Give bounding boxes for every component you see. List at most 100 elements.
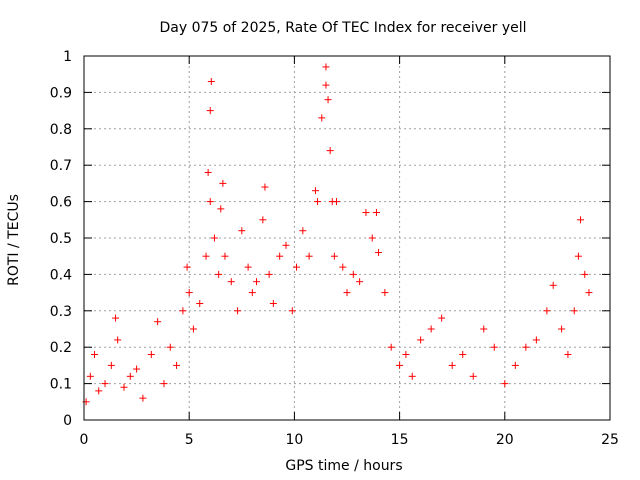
data-point xyxy=(207,77,215,85)
data-point xyxy=(101,380,109,388)
data-point xyxy=(185,289,193,297)
x-tick-label: 0 xyxy=(80,432,89,448)
data-point xyxy=(438,314,446,322)
data-point xyxy=(91,350,99,358)
data-point xyxy=(261,183,269,191)
data-point xyxy=(322,81,330,89)
y-tick-label: 1 xyxy=(63,49,72,65)
data-point xyxy=(202,252,210,260)
data-point xyxy=(126,372,134,380)
x-tick-label: 15 xyxy=(391,432,409,448)
data-point xyxy=(522,343,530,351)
y-tick-label: 0.5 xyxy=(50,231,72,247)
data-point xyxy=(549,281,557,289)
y-tick-label: 0.9 xyxy=(50,85,72,101)
data-point xyxy=(154,318,162,326)
data-point xyxy=(368,234,376,242)
gridlines xyxy=(84,56,610,420)
data-point xyxy=(244,263,252,271)
data-point xyxy=(293,263,301,271)
data-point xyxy=(112,314,120,322)
data-point xyxy=(248,289,256,297)
data-point xyxy=(564,350,572,358)
data-point xyxy=(86,372,94,380)
data-point xyxy=(381,289,389,297)
y-tick-label: 0 xyxy=(63,413,72,429)
data-point xyxy=(402,350,410,358)
data-point xyxy=(219,179,227,187)
data-point xyxy=(408,372,416,380)
data-point xyxy=(179,307,187,315)
data-point xyxy=(326,147,334,155)
data-point xyxy=(204,168,212,176)
data-point xyxy=(189,325,197,333)
data-point xyxy=(221,252,229,260)
y-tick-label: 0.3 xyxy=(50,304,72,320)
y-axis-label: ROTI / TECUs xyxy=(6,194,22,286)
data-point xyxy=(558,325,566,333)
data-points xyxy=(82,63,593,406)
data-point xyxy=(448,361,456,369)
data-point xyxy=(469,372,477,380)
data-point xyxy=(459,350,467,358)
data-point xyxy=(305,252,313,260)
data-point xyxy=(480,325,488,333)
y-tick-label: 0.8 xyxy=(50,122,72,138)
data-point xyxy=(314,198,322,206)
x-tick-label: 5 xyxy=(185,432,194,448)
data-point xyxy=(375,249,383,257)
data-point xyxy=(95,387,103,395)
data-point xyxy=(147,350,155,358)
x-tick-label: 25 xyxy=(601,432,619,448)
data-point xyxy=(299,227,307,235)
data-point xyxy=(532,336,540,344)
data-point xyxy=(356,278,364,286)
y-tick-label: 0.7 xyxy=(50,158,72,174)
data-point xyxy=(282,241,290,249)
data-point xyxy=(269,300,277,308)
data-point xyxy=(318,114,326,122)
data-point xyxy=(332,198,340,206)
data-point xyxy=(160,380,168,388)
data-point xyxy=(362,209,370,217)
data-point xyxy=(511,361,519,369)
data-point xyxy=(114,336,122,344)
chart-title: Day 075 of 2025, Rate Of TEC Index for r… xyxy=(159,20,526,36)
data-point xyxy=(253,278,261,286)
data-point xyxy=(387,343,395,351)
data-point xyxy=(322,63,330,71)
x-tick-label: 20 xyxy=(496,432,514,448)
x-tick-label: 10 xyxy=(285,432,303,448)
data-point xyxy=(570,307,578,315)
data-point xyxy=(259,216,267,224)
data-point xyxy=(574,252,582,260)
data-point xyxy=(206,107,214,115)
data-point xyxy=(276,252,284,260)
data-point xyxy=(330,252,338,260)
data-point xyxy=(206,198,214,206)
data-point xyxy=(196,300,204,308)
data-point xyxy=(183,263,191,271)
data-point xyxy=(324,96,332,104)
data-point xyxy=(501,380,509,388)
data-point xyxy=(339,263,347,271)
data-point xyxy=(288,307,296,315)
data-point xyxy=(265,270,273,278)
data-point xyxy=(417,336,425,344)
y-tick-label: 0.1 xyxy=(50,377,72,393)
data-point xyxy=(215,270,223,278)
data-point xyxy=(543,307,551,315)
data-point xyxy=(585,289,593,297)
data-point xyxy=(173,361,181,369)
y-tick-label: 0.6 xyxy=(50,195,72,211)
data-point xyxy=(372,209,380,217)
data-point xyxy=(227,278,235,286)
data-point xyxy=(343,289,351,297)
data-point xyxy=(133,365,141,373)
data-point xyxy=(210,234,218,242)
data-point xyxy=(234,307,242,315)
data-point xyxy=(577,216,585,224)
y-tick-label: 0.2 xyxy=(50,340,72,356)
